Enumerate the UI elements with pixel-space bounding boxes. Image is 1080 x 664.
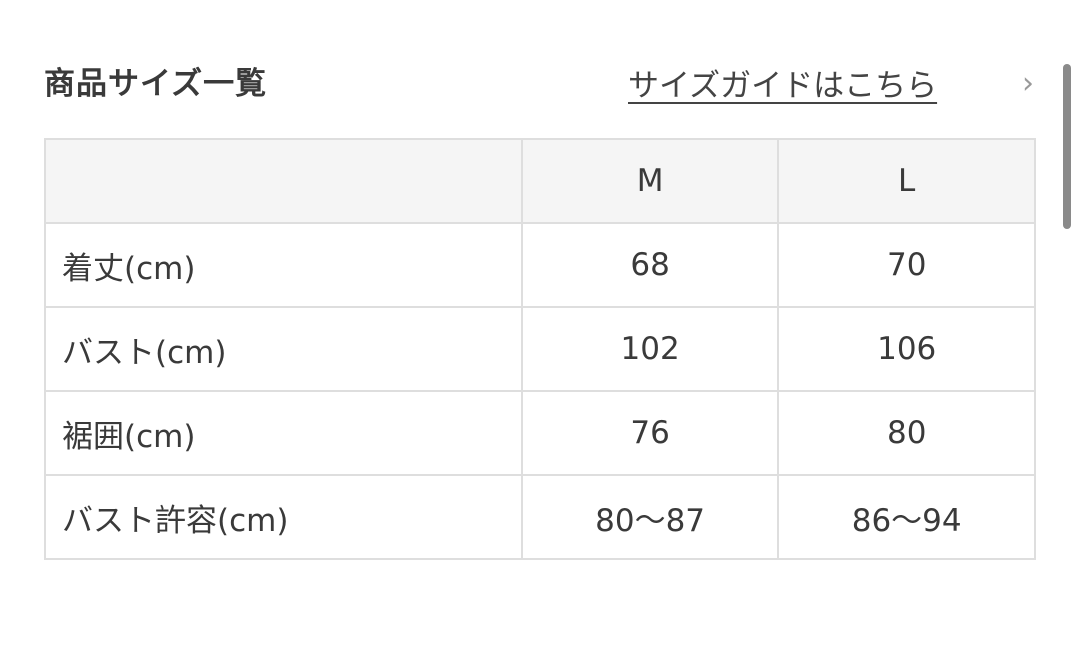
scrollbar[interactable] [1063,64,1071,229]
cell: 80 [777,390,1036,476]
cell: 102 [520,306,780,392]
chevron-right-icon[interactable]: › [1022,66,1034,101]
row-label: バスト許容(cm) [44,474,523,560]
cell: 80〜87 [520,474,780,560]
header-cell: L [777,138,1036,224]
cell: 106 [777,306,1036,392]
size-guide-link[interactable]: サイズガイドはこちら [628,68,938,104]
header-cell [44,138,523,224]
header-cell: M [520,138,780,224]
cell: 68 [520,222,780,308]
row-label: バスト(cm) [44,306,523,392]
row-label: 着丈(cm) [44,222,523,308]
cell: 86〜94 [777,474,1036,560]
size-table: M L 着丈(cm) 68 70 バスト(cm) 102 106 裾囲(cm) … [44,138,1036,560]
table-header-row: M L [44,138,1036,224]
row-label: 裾囲(cm) [44,390,523,476]
table-row: 着丈(cm) 68 70 [44,222,1036,308]
table-row: 裾囲(cm) 76 80 [44,390,1036,476]
cell: 70 [777,222,1036,308]
table-row: バスト許容(cm) 80〜87 86〜94 [44,474,1036,560]
section-title: 商品サイズ一覧 [44,66,268,102]
cell: 76 [520,390,780,476]
table-row: バスト(cm) 102 106 [44,306,1036,392]
